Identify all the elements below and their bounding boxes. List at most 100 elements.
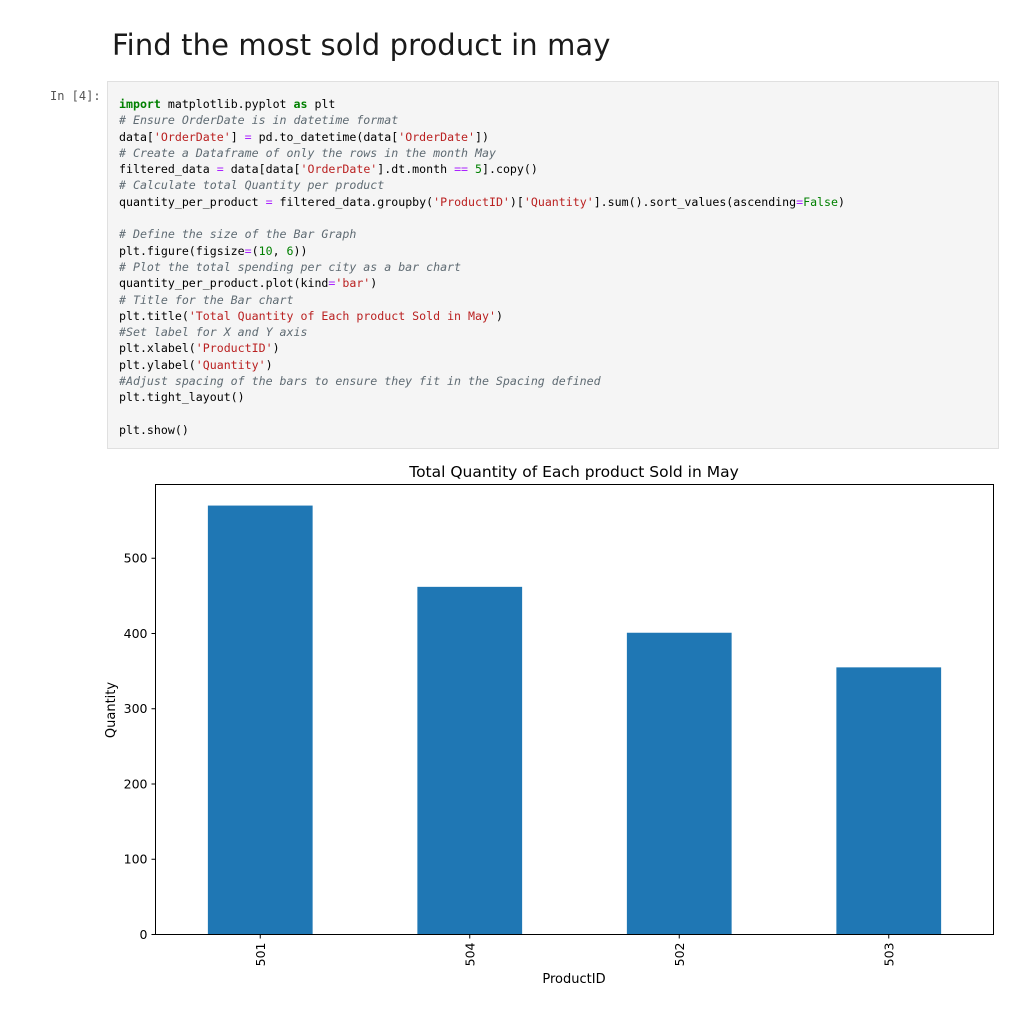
code-token: 'bar' [335,276,371,291]
code-token: 'OrderDate' [300,162,378,177]
code-token: # Define the size of the Bar Graph [119,227,357,242]
y-axis-label: Quantity [104,682,119,738]
chart-title: Total Quantity of Each product Sold in M… [408,463,739,481]
code-token: as [293,97,308,111]
code-token: plt.ylabel( [119,357,196,372]
code-line [119,210,987,226]
code-token: 5 [475,162,482,177]
code-line [119,406,987,422]
code-token: 'ProductID' [433,194,510,209]
code-token: # Create a Dataframe of only the rows in… [119,145,496,160]
x-tick-label: 501 [253,943,268,967]
code-token: 10 [258,243,273,258]
code-line: plt.xlabel('ProductID') [119,340,987,356]
code-token: ( [251,243,259,258]
code-token: #Set label for X and Y axis [119,325,308,340]
code-line: # Title for the Bar chart [119,292,987,308]
cell-output: Total Quantity of Each product Sold in M… [97,456,1007,996]
bar-503 [836,667,942,935]
code-token: 'OrderDate' [153,129,231,144]
code-token: filtered_data [119,162,217,177]
code-line: plt.figure(figsize=(10, 6)) [119,243,987,259]
code-line: data['OrderDate'] = pd.to_datetime(data[… [119,129,987,145]
code-token: quantity_per_product.plot(kind [119,276,329,291]
code-token [468,162,475,176]
code-token: plt.tight_layout() [119,390,245,405]
code-token: )) [293,243,308,258]
y-tick-label: 400 [124,626,148,641]
y-tick-label: 500 [124,551,148,566]
code-token: = [244,243,252,258]
code-line: #Adjust spacing of the bars to ensure th… [119,373,987,389]
plot-frame [155,484,994,935]
code-token: = [244,129,252,144]
code-token: # Plot the total spending per city as a … [119,259,462,274]
cell-prompt: In [4]: [50,89,101,103]
x-tick-label: 502 [672,943,687,967]
bar-504 [417,586,523,935]
code-token: # Ensure OrderDate is in datetime format [119,113,399,128]
code-line: plt.ylabel('Quantity') [119,357,987,373]
code-token: plt.figure(figsize [119,243,245,258]
code-token: ) [495,308,503,323]
code-token: , [272,243,287,258]
code-token: # Title for the Bar chart [119,292,294,307]
code-token: = [328,276,336,291]
code-token: plt [307,97,336,111]
code-token: = [216,162,224,177]
code-token: matplotlib.pyplot [160,97,294,111]
code-token: plt.show() [119,422,189,437]
code-token: 'Total Quantity of Each product Sold in … [188,308,496,323]
code-line: # Calculate total Quantity per product [119,177,987,193]
x-axis-label: ProductID [542,972,605,987]
code-token: == [454,162,469,177]
code-line: plt.show() [119,422,987,438]
bar-501 [207,505,313,935]
code-token: #Adjust spacing of the bars to ensure th… [119,374,601,389]
code-token: filtered_data.groupby( [272,194,434,209]
y-tick-label: 200 [124,776,148,791]
code-token: ].sum().sort_values(ascending [593,194,797,209]
code-token: 'Quantity' [195,357,266,372]
code-line: plt.title('Total Quantity of Each produc… [119,308,987,324]
code-line: filtered_data = data[data['OrderDate'].d… [119,161,987,177]
code-token: pd.to_datetime(data[ [251,129,399,144]
code-token: data[ [119,129,154,144]
code-token: # Calculate total Quantity per product [119,178,385,193]
code-line: quantity_per_product = filtered_data.gro… [119,194,987,210]
y-tick-label: 300 [124,701,148,716]
code-line: plt.tight_layout() [119,389,987,405]
code-token: ) [265,357,273,372]
code-token: ) [272,341,280,356]
code-token: 6 [286,243,294,258]
code-token: data[data[ [223,162,301,177]
code-line: # Plot the total spending per city as a … [119,259,987,275]
code-token: 'ProductID' [195,341,273,356]
code-token: quantity_per_product [119,194,266,209]
code-token: = [265,194,273,209]
x-tick-label: 503 [881,943,896,967]
code-token: import [119,97,161,111]
code-token: ) [370,276,378,291]
notebook-heading: Find the most sold product in may [112,28,611,62]
code-line: import matplotlib.pyplot as plt [119,96,987,112]
code-token: ].copy() [482,162,538,177]
code-token: plt.xlabel( [119,341,196,356]
y-tick-label: 100 [124,852,148,867]
code-token: ].dt.month [377,162,455,177]
code-token: ]) [475,129,489,144]
code-line: # Create a Dataframe of only the rows in… [119,145,987,161]
code-token: = [796,194,804,209]
code-token: 'Quantity' [523,194,594,209]
code-editor[interactable]: import matplotlib.pyplot as plt # Ensure … [119,96,987,438]
code-token: plt.title( [119,308,189,323]
code-token: False [803,194,838,209]
code-token: ) [838,194,845,209]
code-line: # Define the size of the Bar Graph [119,226,987,242]
code-token: )[ [509,194,524,209]
code-line: #Set label for X and Y axis [119,324,987,340]
code-line: quantity_per_product.plot(kind='bar') [119,275,987,291]
bar-chart: Total Quantity of Each product Sold in M… [104,463,994,987]
x-tick-label: 504 [462,942,477,966]
code-cell[interactable]: import matplotlib.pyplot as plt # Ensure … [107,81,999,449]
